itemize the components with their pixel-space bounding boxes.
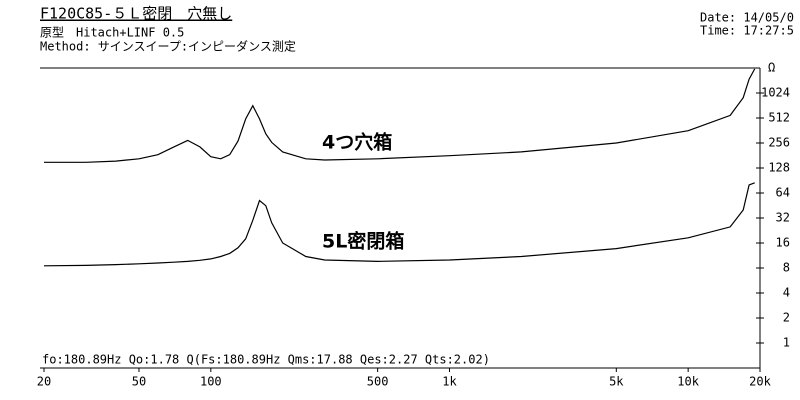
x-tick-label: 100 xyxy=(200,375,222,389)
method: Method: サインスイープ:インピーダンス測定 xyxy=(40,39,296,54)
impedance-line xyxy=(43,182,755,267)
y-unit: Ω xyxy=(768,61,775,75)
y-tick-label: 512 xyxy=(768,111,790,125)
y-tick-label: 1024 xyxy=(761,86,790,100)
y-tick-label: 4 xyxy=(783,286,790,300)
y-tick-label: 256 xyxy=(768,136,790,150)
y-tick-label: 16 xyxy=(776,236,790,250)
x-tick-label: 20k xyxy=(749,375,771,389)
x-tick-label: 1k xyxy=(442,375,457,389)
x-tick-label: 5k xyxy=(609,375,624,389)
y-tick-label: 8 xyxy=(783,261,790,275)
time: Time: 17:27:5 xyxy=(700,24,794,38)
series-label: 5L密閉箱 xyxy=(322,230,404,253)
subtitle: 原型 Hitach+LINF 0.5 xyxy=(40,26,184,40)
x-tick-label: 500 xyxy=(367,375,389,389)
y-tick-label: 2 xyxy=(783,311,790,325)
y-tick-label: 64 xyxy=(776,186,790,200)
impedance-line xyxy=(44,68,756,163)
y-tick-label: 128 xyxy=(768,161,790,175)
x-tick-label: 10k xyxy=(677,375,699,389)
y-tick-label: 32 xyxy=(776,211,790,225)
x-tick-label: 20 xyxy=(37,375,51,389)
x-tick-label: 50 xyxy=(132,375,146,389)
date: Date: 14/05/0 xyxy=(700,11,794,25)
result: fo:180.89Hz Qo:1.78 Q(Fs:180.89Hz Qms:17… xyxy=(42,353,490,367)
y-tick-label: 1 xyxy=(783,336,790,350)
chart-title: F120C85-５Ｌ密閉 穴無し xyxy=(40,5,232,23)
series-label: 4つ穴箱 xyxy=(322,131,392,154)
